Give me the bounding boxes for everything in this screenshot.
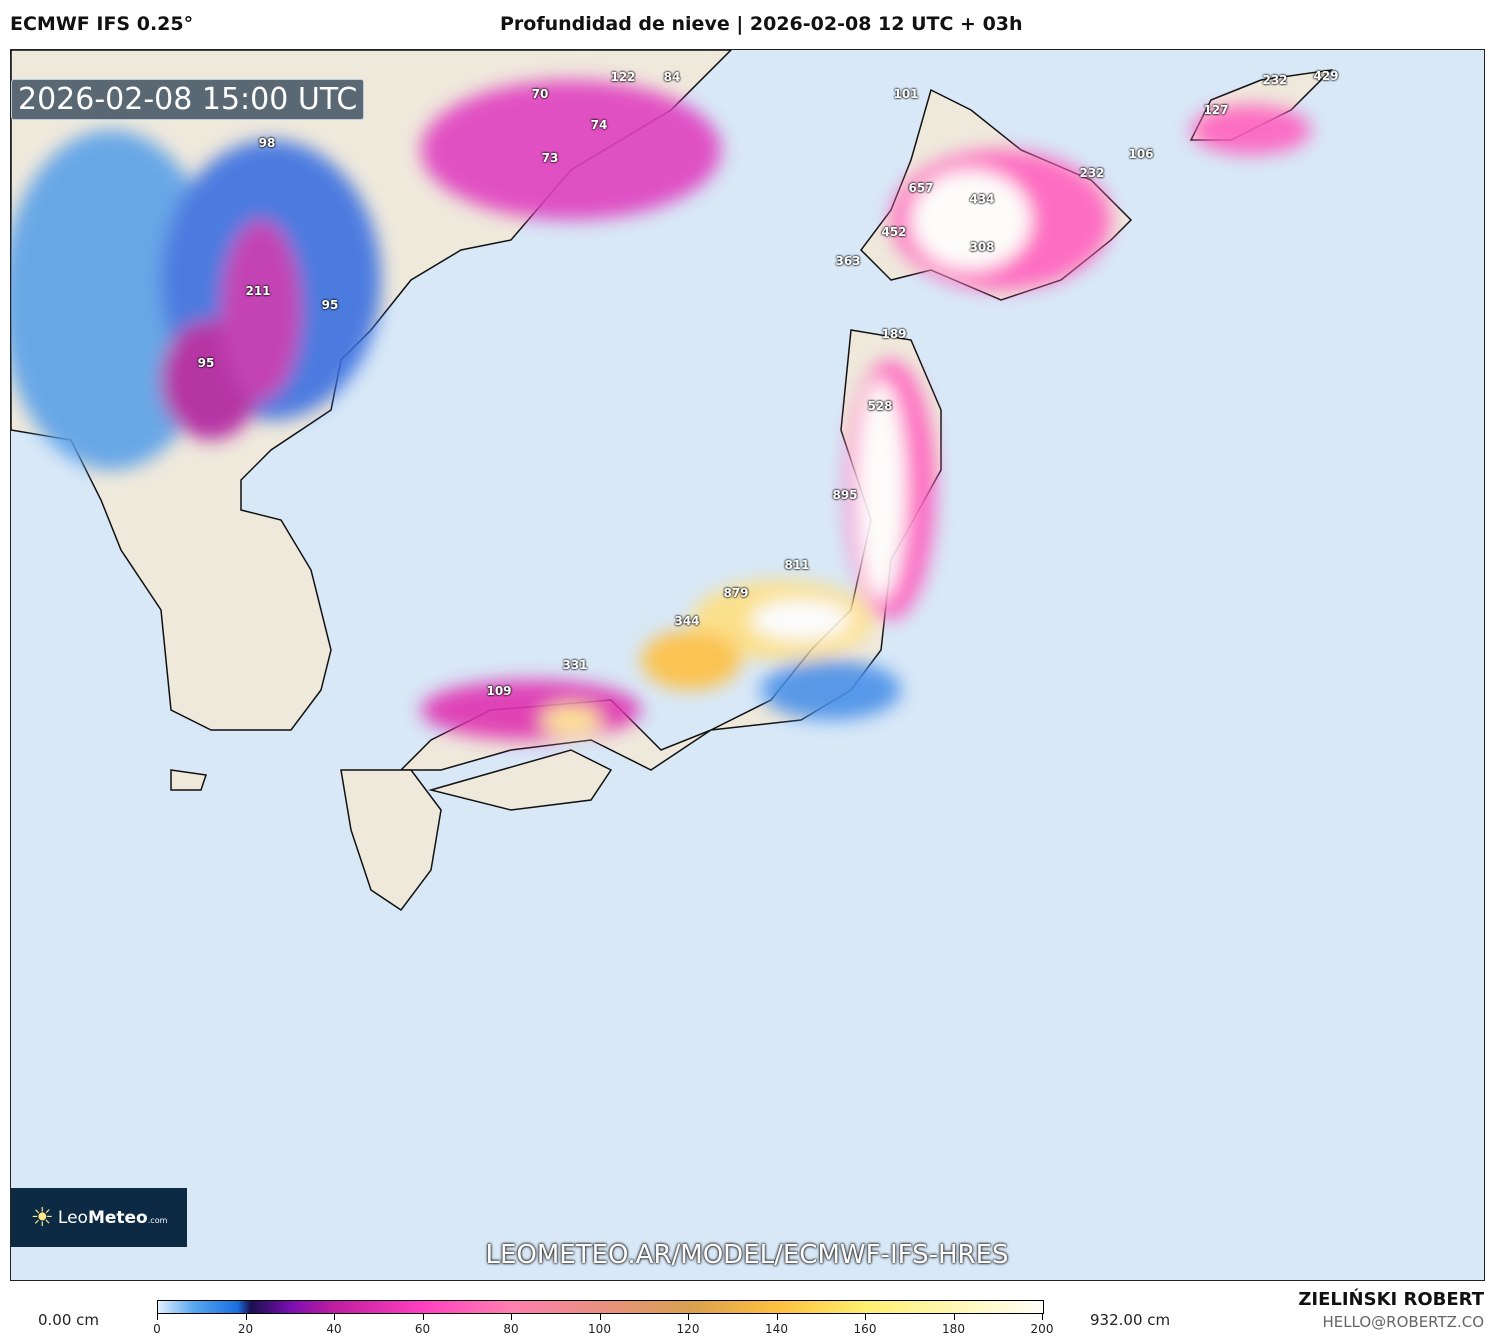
- colorbar-tick-label: 80: [503, 1322, 519, 1336]
- snow-depth-value-label: 232: [1262, 73, 1288, 87]
- logo-text-bold: Meteo: [87, 1207, 148, 1228]
- leometeo-logo[interactable]: ☀ Leo Meteo .com: [11, 1188, 187, 1247]
- colorbar-tick: [688, 1314, 689, 1320]
- logo-suffix: .com: [147, 1215, 168, 1225]
- colorbar-tick: [511, 1314, 512, 1320]
- snow-depth-field: [11, 80, 1311, 740]
- colorbar-tick-label: 120: [676, 1322, 700, 1336]
- snow-depth-value-label: 452: [881, 225, 907, 239]
- snow-depth-value-label: 811: [784, 558, 810, 572]
- snow-depth-value-label: 189: [881, 327, 907, 341]
- colorbar-tick-label: 60: [414, 1322, 431, 1336]
- colorbar-tick: [1042, 1314, 1043, 1320]
- snow-depth-value-label: 95: [197, 356, 215, 370]
- snow-depth-value-label: 101: [893, 87, 919, 101]
- snow-depth-value-label: 70: [531, 87, 549, 101]
- snow-depth-value-label: 106: [1128, 147, 1154, 161]
- snow-depth-value-label: 657: [908, 181, 934, 195]
- snow-depth-value-label: 308: [969, 240, 995, 254]
- snow-depth-value-label: 98: [258, 136, 276, 150]
- snow-depth-value-label: 211: [245, 284, 271, 298]
- snow-depth-value-label: 127: [1203, 103, 1229, 117]
- snow-depth-value-label: 879: [723, 586, 749, 600]
- snow-depth-value-label: 363: [835, 254, 861, 268]
- colorbar: [157, 1300, 1044, 1314]
- colorbar-tick: [953, 1314, 955, 1320]
- logo-text-light: Leo: [57, 1207, 88, 1228]
- colorbar-tick-label: 40: [326, 1322, 342, 1336]
- colorbar-tick-label: 100: [588, 1322, 611, 1336]
- snow-depth-value-label: 84: [663, 70, 681, 84]
- colorbar-tick: [334, 1314, 335, 1320]
- model-title: ECMWF IFS 0.25°: [10, 13, 194, 35]
- snow-depth-map: 70 122 84 74 73 98 211 95 95 101 232 429 127 106 232 65…: [10, 49, 1485, 1281]
- colorbar-tick: [422, 1314, 424, 1320]
- snow-depth-value-label: 331: [562, 658, 588, 672]
- colorbar-tick-label: 20: [237, 1322, 254, 1336]
- author-name: ZIELIŃSKI ROBERT: [1298, 1289, 1484, 1310]
- author-email[interactable]: HELLO@ROBERTZ.CO: [1322, 1313, 1484, 1331]
- chart-title: Profundidad de nieve | 2026-02-08 12 UTC…: [500, 13, 1023, 35]
- snow-depth-value-label: 109: [486, 684, 512, 698]
- sun-icon: ☀: [30, 1202, 54, 1233]
- colorbar-tick-label: 160: [853, 1322, 877, 1336]
- valid-time-stamp: 2026-02-08 15:00 UTC: [11, 79, 365, 120]
- snow-depth-value-label: 74: [590, 118, 608, 132]
- colorbar-tick: [865, 1314, 866, 1320]
- snow-depth-value-label: 434: [969, 192, 995, 206]
- snow-depth-value-label: 344: [674, 614, 700, 628]
- map-graphic: [11, 50, 1334, 912]
- snow-depth-value-label: 528: [867, 399, 893, 413]
- colorbar-min-label: 0.00 cm: [38, 1311, 100, 1329]
- colorbar-tick-label: 140: [765, 1322, 788, 1336]
- colorbar-tick-label: 0: [153, 1322, 161, 1336]
- colorbar-tick: [776, 1314, 778, 1320]
- snow-depth-value-label: 429: [1313, 69, 1339, 83]
- snow-depth-value-label: 73: [541, 151, 559, 165]
- colorbar-tick: [245, 1314, 247, 1320]
- snow-depth-value-label: 95: [321, 298, 339, 312]
- source-url[interactable]: LEOMETEO.AR/MODEL/ECMWF-IFS-HRES: [485, 1240, 1009, 1270]
- colorbar-tick: [157, 1314, 158, 1320]
- snow-depth-value-label: 232: [1079, 166, 1105, 180]
- colorbar-tick: [599, 1314, 601, 1320]
- snow-depth-value-label: 122: [610, 70, 636, 84]
- colorbar-max-label: 932.00 cm: [1090, 1311, 1171, 1329]
- snow-depth-value-label: 895: [832, 488, 858, 502]
- colorbar-tick-label: 200: [1030, 1322, 1054, 1336]
- colorbar-tick-label: 180: [942, 1322, 965, 1336]
